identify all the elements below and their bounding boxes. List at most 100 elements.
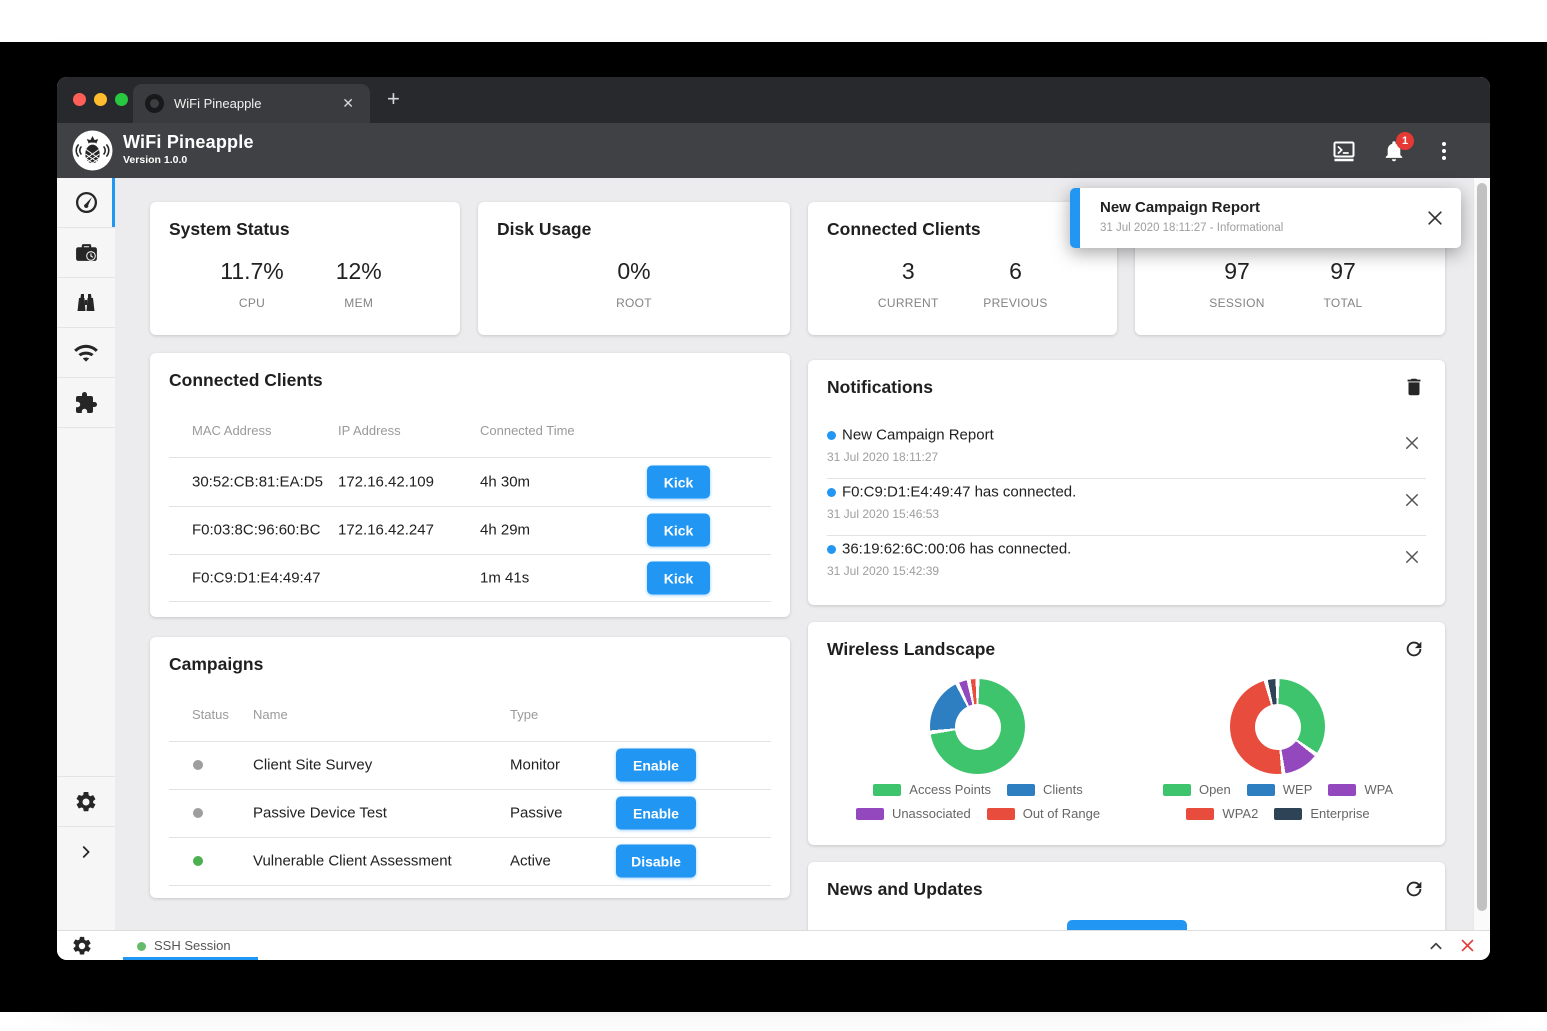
toast-meta: 31 Jul 2020 18:11:27 - Informational bbox=[1100, 222, 1284, 234]
terminal-icon[interactable] bbox=[1332, 139, 1356, 163]
mem-label: MEM bbox=[344, 296, 374, 310]
page-scrollbar[interactable] bbox=[1473, 178, 1490, 930]
briefcase-clock-icon bbox=[75, 244, 97, 261]
card-title: Connected Clients bbox=[827, 219, 981, 239]
enable-button[interactable]: Enable bbox=[616, 748, 696, 782]
dismiss-notification-button[interactable] bbox=[1403, 434, 1421, 452]
devices-legend: Access Points Clients Unassociated Out o… bbox=[828, 782, 1128, 830]
sidebar-item-campaigns[interactable] bbox=[57, 228, 115, 278]
overflow-menu-icon[interactable] bbox=[1432, 139, 1456, 163]
browser-tab[interactable]: WiFi Pineapple ✕ bbox=[133, 84, 370, 123]
card-title: News and Updates bbox=[827, 879, 983, 899]
col-name: Name bbox=[253, 707, 288, 722]
pineapple-logo-icon bbox=[72, 130, 113, 171]
mac-cell: 30:52:CB:81:EA:D5 bbox=[192, 473, 323, 491]
refresh-news-button[interactable] bbox=[1403, 878, 1425, 900]
session-value: 97 bbox=[1224, 258, 1250, 284]
new-tab-button[interactable]: + bbox=[387, 86, 400, 111]
name-cell: Passive Device Test bbox=[253, 804, 387, 822]
system-status-card: System Status 11.7% CPU 12% MEM bbox=[150, 202, 460, 335]
close-window-button[interactable] bbox=[73, 93, 86, 106]
ssh-session-tab[interactable]: SSH Session bbox=[123, 931, 258, 960]
notification-text: New Campaign Report bbox=[842, 426, 994, 444]
session-label: SSH Session bbox=[154, 938, 231, 953]
ip-cell: 172.16.42.109 bbox=[338, 473, 434, 491]
col-mac: MAC Address bbox=[192, 423, 272, 438]
close-dock-button[interactable] bbox=[1459, 937, 1476, 954]
binoculars-icon bbox=[77, 293, 95, 311]
legend-item: Access Points bbox=[873, 782, 991, 797]
refresh-wireless-button[interactable] bbox=[1403, 638, 1425, 660]
mac-cell: F0:03:8C:96:60:BC bbox=[192, 521, 321, 539]
disable-button[interactable]: Disable bbox=[616, 844, 696, 878]
sidebar-item-dashboard[interactable] bbox=[57, 178, 115, 228]
tab-title: WiFi Pineapple bbox=[174, 96, 262, 111]
session-status-dot bbox=[137, 942, 146, 951]
sidebar-collapse-toggle[interactable] bbox=[57, 826, 115, 876]
time-cell: 1m 41s bbox=[480, 569, 530, 587]
legend-item: WPA2 bbox=[1186, 806, 1258, 821]
kick-button[interactable]: Kick bbox=[647, 465, 710, 499]
total-value: 97 bbox=[1330, 258, 1356, 284]
refresh-icon bbox=[1406, 881, 1422, 897]
legend-item: Open bbox=[1162, 782, 1231, 797]
card-title: Campaigns bbox=[169, 654, 264, 674]
status-dot bbox=[193, 760, 203, 770]
scrollbar-thumb[interactable] bbox=[1477, 183, 1487, 911]
dismiss-notification-button[interactable] bbox=[1403, 548, 1421, 566]
app-header: WiFi Pineapple Version 1.0.0 1 bbox=[57, 123, 1490, 178]
kick-button[interactable]: Kick bbox=[647, 513, 710, 547]
expand-dock-button[interactable] bbox=[1428, 938, 1444, 954]
sidebar-item-modules[interactable] bbox=[57, 378, 115, 428]
toast-close-button[interactable] bbox=[1425, 208, 1445, 228]
devices-donut-chart bbox=[930, 679, 1025, 774]
mac-cell: F0:C9:D1:E4:49:47 bbox=[192, 569, 321, 587]
current-label: CURRENT bbox=[877, 296, 939, 310]
notification-text: F0:C9:D1:E4:49:47 has connected. bbox=[842, 483, 1077, 501]
chevron-up-icon bbox=[1430, 942, 1442, 950]
notifications-bell-icon[interactable]: 1 bbox=[1382, 131, 1414, 163]
dashboard-gauge-icon bbox=[75, 191, 97, 214]
sidebar bbox=[57, 178, 115, 930]
close-icon bbox=[1461, 939, 1474, 952]
dock-settings-button[interactable] bbox=[71, 935, 93, 957]
sidebar-item-networking[interactable] bbox=[57, 328, 115, 378]
gear-icon bbox=[76, 791, 96, 811]
chevron-right-icon bbox=[82, 845, 90, 858]
time-cell: 4h 30m bbox=[480, 473, 531, 491]
wireless-landscape-card: Wireless Landscape Access Points Clients… bbox=[808, 622, 1445, 845]
card-title: Connected Clients bbox=[169, 370, 323, 390]
previous-label: PREVIOUS bbox=[983, 296, 1048, 310]
root-label: ROOT bbox=[616, 296, 652, 310]
dismiss-notification-button[interactable] bbox=[1403, 491, 1421, 509]
kick-button[interactable]: Kick bbox=[647, 561, 710, 595]
gear-icon bbox=[73, 936, 91, 955]
total-label: TOTAL bbox=[1323, 296, 1363, 310]
security-legend: Open WEP WPA WPA2 Enterprise bbox=[1128, 782, 1428, 830]
root-value: 0% bbox=[617, 258, 651, 284]
sidebar-item-settings[interactable] bbox=[57, 776, 115, 826]
active-tab-underline bbox=[123, 957, 258, 960]
notification-text: 36:19:62:6C:00:06 has connected. bbox=[842, 540, 1072, 558]
ip-cell: 172.16.42.247 bbox=[338, 521, 434, 539]
notifications-card: Notifications New Campaign Report 31 Jul… bbox=[808, 360, 1445, 605]
toast-notification: New Campaign Report 31 Jul 2020 18:11:27… bbox=[1070, 188, 1461, 248]
enable-button[interactable]: Enable bbox=[616, 796, 696, 830]
notification-time: 31 Jul 2020 15:42:39 bbox=[827, 564, 940, 578]
minimize-window-button[interactable] bbox=[94, 93, 107, 106]
legend-item: Enterprise bbox=[1274, 806, 1370, 821]
sidebar-item-recon[interactable] bbox=[57, 278, 115, 328]
trash-icon bbox=[1407, 378, 1421, 396]
clear-notifications-button[interactable] bbox=[1403, 376, 1425, 398]
col-time: Connected Time bbox=[480, 423, 575, 438]
browser-tabstrip: WiFi Pineapple ✕ + bbox=[57, 77, 1490, 123]
notification-time: 31 Jul 2020 18:11:27 bbox=[827, 450, 939, 464]
card-title: System Status bbox=[169, 219, 290, 239]
connected-clients-card: Connected Clients 3 CURRENT 6 PREVIOUS bbox=[808, 202, 1117, 335]
zoom-window-button[interactable] bbox=[115, 93, 128, 106]
status-dot bbox=[193, 808, 203, 818]
browser-window: WiFi Pineapple ✕ + WiFi Pineapple Versio… bbox=[57, 77, 1490, 960]
tab-close-icon[interactable]: ✕ bbox=[342, 95, 354, 111]
previous-value: 6 bbox=[1009, 258, 1022, 284]
col-type: Type bbox=[510, 707, 539, 722]
